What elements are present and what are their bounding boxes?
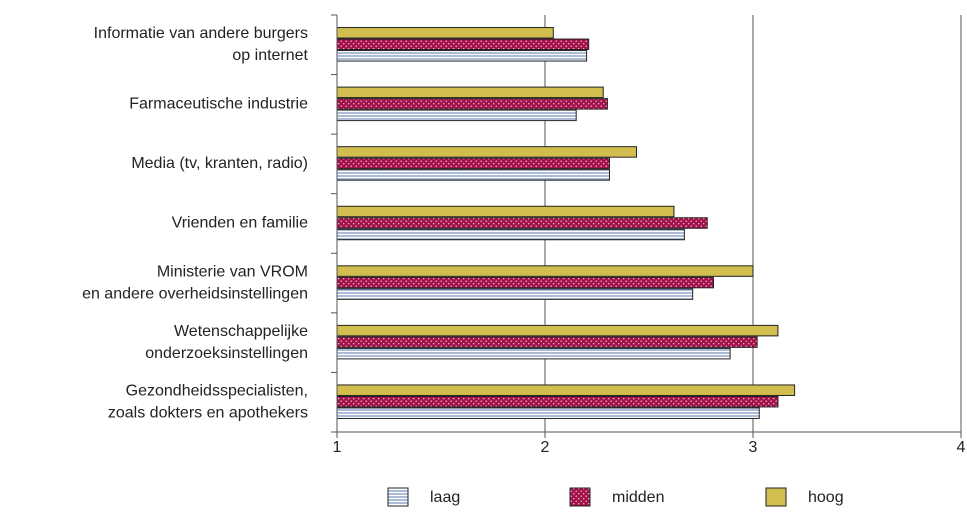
bar — [336, 347, 731, 360]
category-label: Farmaceutische industrie — [129, 96, 308, 113]
bar — [336, 205, 675, 218]
bar — [336, 169, 610, 181]
bar — [336, 324, 779, 337]
bar — [336, 288, 694, 300]
category-label: Informatie van andere burgers — [94, 25, 308, 42]
bar — [336, 27, 554, 39]
bar — [336, 86, 604, 99]
bar — [336, 38, 590, 51]
category-label: op internet — [232, 47, 308, 64]
bar — [336, 228, 685, 241]
bar — [336, 336, 758, 348]
bar — [336, 407, 760, 419]
bar — [336, 217, 708, 229]
bar — [336, 276, 714, 289]
category-label: Vrienden en familie — [172, 215, 308, 232]
bar — [336, 265, 754, 277]
category-label: zoals dokters en apothekers — [108, 404, 308, 421]
legend-label: laag — [430, 489, 460, 506]
category-label: Ministerie van VROM — [157, 263, 308, 280]
x-tick-label: 1 — [333, 439, 342, 456]
legend-label: midden — [612, 489, 664, 506]
x-tick-label: 3 — [749, 439, 758, 456]
bar — [336, 395, 779, 408]
legend-swatch — [387, 487, 409, 507]
legend-item: midden — [569, 487, 664, 507]
category-label: onderzoeksinstellingen — [145, 345, 308, 362]
bar — [336, 157, 610, 170]
bar — [336, 50, 588, 62]
category-label: Wetenschappelijke — [174, 323, 308, 340]
bar — [336, 109, 577, 122]
legend-item: laag — [387, 487, 460, 507]
category-label: Media (tv, kranten, radio) — [131, 155, 308, 172]
legend-swatch — [569, 487, 591, 507]
bar — [336, 146, 638, 158]
bar — [336, 98, 608, 110]
category-label: en andere overheidsinstellingen — [82, 285, 308, 302]
x-tick-label: 4 — [957, 439, 966, 456]
category-label: Gezondheidsspecialisten, — [126, 382, 308, 399]
legend-item: hoog — [765, 487, 844, 507]
bar — [336, 384, 796, 396]
legend-label: hoog — [808, 489, 844, 506]
legend-swatch — [765, 487, 787, 507]
x-tick-label: 2 — [541, 439, 550, 456]
